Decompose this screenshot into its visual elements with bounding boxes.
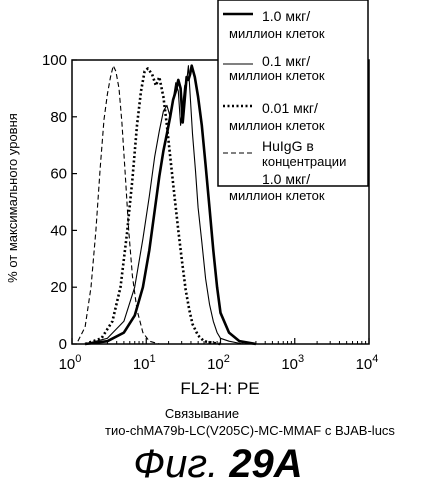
- legend-label-2-2: миллион клеток: [229, 68, 325, 83]
- legend-label-2-1: 0.1 мкг/: [262, 53, 310, 69]
- series-layer: [77, 64, 257, 346]
- x-tick-label: 103: [281, 353, 304, 373]
- legend-label-4-3: 1.0 мкг/: [262, 171, 310, 187]
- legend-label-1-1: 1.0 мкг/: [262, 8, 310, 24]
- legend-label-1-2: миллион клеток: [229, 26, 325, 41]
- y-tick-label: 0: [59, 336, 67, 353]
- x-axis: 100 101 102 103 104: [59, 338, 379, 373]
- legend-label-4-2: концентрации: [262, 154, 346, 169]
- legend-label-3-1: 0.01 мкг/: [262, 100, 318, 116]
- x-tick-label: 101: [133, 353, 156, 373]
- legend-label-3-2: миллион клеток: [229, 118, 325, 133]
- legend-box: [217, 0, 369, 187]
- legend-label-4-1: HuIgG в: [262, 138, 314, 154]
- x-axis-title: FL2-H: PE: [180, 379, 259, 398]
- figure-label: Фиг. 29A: [0, 442, 436, 486]
- x-tick-label: 104: [356, 353, 379, 373]
- x-tick-label: 102: [207, 353, 230, 373]
- legend-label-4-4: миллион клеток: [229, 188, 325, 203]
- caption-line-2: тио-chMA79b-LC(V205C)-MC-MMAF с BJAB-luc…: [105, 423, 395, 438]
- series-line-1: [84, 64, 257, 346]
- caption-line-1: Связывание: [165, 406, 239, 421]
- y-tick-label: 80: [50, 109, 67, 126]
- figure-label-number: 29A: [229, 442, 303, 486]
- figure-label-prefix: Фиг.: [133, 442, 219, 486]
- y-tick-label: 60: [50, 166, 67, 183]
- y-tick-label: 100: [42, 52, 67, 69]
- x-tick-label: 100: [59, 353, 82, 373]
- y-axis-title: % от максимального уровня: [5, 113, 20, 283]
- y-tick-label: 40: [50, 222, 67, 239]
- series-line-4: [77, 65, 160, 345]
- y-tick-label: 20: [50, 279, 67, 296]
- series-line-2: [84, 65, 244, 345]
- series-line-3: [84, 67, 221, 346]
- y-axis: 0 20 40 60 80 100: [42, 52, 77, 353]
